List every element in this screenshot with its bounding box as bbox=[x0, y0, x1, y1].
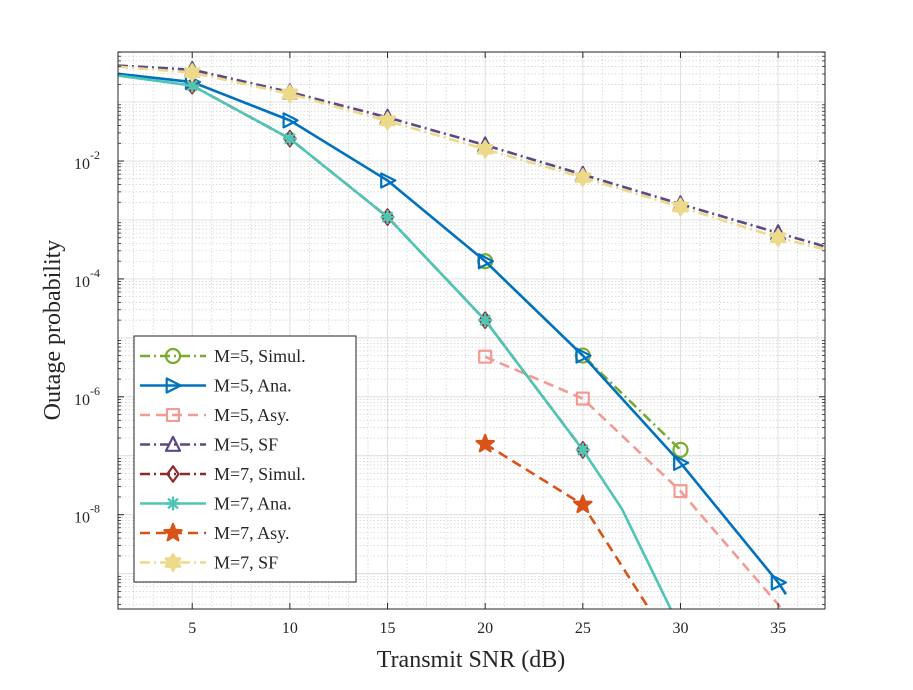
data-point bbox=[769, 228, 787, 248]
legend-item: M=7, Ana. bbox=[140, 494, 292, 514]
grid bbox=[118, 51, 825, 609]
data-point bbox=[281, 84, 299, 104]
data-point bbox=[282, 131, 297, 146]
y-axis-label: Outage probability bbox=[40, 240, 66, 421]
series-m-5-asy bbox=[478, 349, 784, 609]
legend-marker bbox=[164, 347, 182, 365]
legend-item: M=5, Ana. bbox=[140, 376, 292, 396]
legend-item: M=5, Asy. bbox=[140, 405, 290, 425]
legend-marker bbox=[166, 465, 180, 483]
data-point bbox=[185, 78, 200, 93]
y-tick-label: 10 bbox=[74, 392, 90, 409]
x-axis-label: Transmit SNR (dB) bbox=[377, 647, 565, 673]
data-point bbox=[475, 433, 495, 453]
legend-item: M=7, Simul. bbox=[140, 464, 306, 484]
legend-label: M=7, Asy. bbox=[214, 523, 290, 543]
data-point bbox=[478, 349, 493, 364]
series-m-7-sf bbox=[118, 63, 825, 251]
y-tick-exponent: -4 bbox=[90, 266, 100, 280]
legend-label: M=7, Ana. bbox=[214, 494, 292, 514]
x-tick-label: 25 bbox=[575, 620, 591, 637]
legend-label: M=5, Ana. bbox=[214, 376, 292, 396]
x-tick-label: 5 bbox=[188, 620, 196, 637]
y-tick-exponent: -2 bbox=[90, 148, 100, 162]
legend-label: M=7, Simul. bbox=[214, 464, 306, 484]
y-tick-exponent: -6 bbox=[90, 384, 100, 398]
y-tick-label: 10 bbox=[74, 274, 90, 291]
y-tick-exponent: -8 bbox=[90, 502, 100, 516]
legend-item: M=7, SF bbox=[140, 553, 278, 573]
data-point bbox=[770, 574, 787, 591]
x-tick-label: 20 bbox=[477, 620, 493, 637]
data-point bbox=[672, 197, 689, 217]
data-point bbox=[575, 391, 590, 406]
x-tick-label: 15 bbox=[380, 620, 396, 637]
legend-label: M=7, SF bbox=[214, 553, 278, 573]
data-point bbox=[183, 63, 201, 83]
legend-marker bbox=[165, 377, 182, 394]
legend-marker bbox=[164, 553, 182, 572]
legend: M=5, Simul. M=5, Ana. M=5, Asy. M=5, SF M=7,… bbox=[133, 335, 357, 583]
data-point bbox=[476, 139, 494, 159]
series-group bbox=[118, 60, 825, 609]
data-point bbox=[380, 210, 395, 225]
data-point bbox=[477, 253, 494, 270]
legend-item: M=5, Simul. bbox=[140, 346, 306, 366]
data-point bbox=[379, 111, 396, 131]
series-line bbox=[118, 64, 825, 248]
x-tick-label: 35 bbox=[770, 620, 786, 637]
data-point bbox=[282, 112, 299, 129]
legend-item: M=5, SF bbox=[140, 435, 278, 455]
series-m-7-ana bbox=[118, 74, 672, 609]
y-tick-label: 10 bbox=[74, 156, 90, 173]
legend-box bbox=[133, 335, 357, 583]
data-point bbox=[478, 313, 493, 328]
legend-marker bbox=[165, 407, 181, 423]
series-m-7-asy bbox=[475, 433, 651, 609]
series-m-5-ana bbox=[118, 72, 788, 595]
data-point bbox=[573, 494, 593, 514]
legend-label: M=5, Asy. bbox=[214, 405, 290, 425]
axes-box bbox=[117, 51, 826, 610]
y-tick-label: 10 bbox=[74, 510, 90, 527]
data-point bbox=[380, 172, 397, 189]
data-point bbox=[673, 454, 690, 471]
legend-marker bbox=[164, 435, 182, 452]
series-line bbox=[118, 72, 788, 595]
data-point bbox=[575, 347, 592, 364]
legend-marker bbox=[166, 496, 180, 511]
legend-marker bbox=[163, 522, 183, 542]
data-point bbox=[574, 168, 592, 188]
series-line bbox=[118, 74, 672, 609]
series-line bbox=[484, 355, 784, 609]
x-tick-label: 10 bbox=[282, 620, 298, 637]
legend-item: M=7, Asy. bbox=[140, 522, 290, 543]
legend-label: M=5, SF bbox=[214, 435, 278, 455]
data-point bbox=[673, 484, 688, 499]
x-tick-label: 30 bbox=[672, 620, 688, 637]
data-point bbox=[672, 441, 689, 458]
series-line bbox=[118, 65, 825, 251]
legend-label: M=5, Simul. bbox=[214, 346, 306, 366]
data-point bbox=[575, 442, 590, 457]
